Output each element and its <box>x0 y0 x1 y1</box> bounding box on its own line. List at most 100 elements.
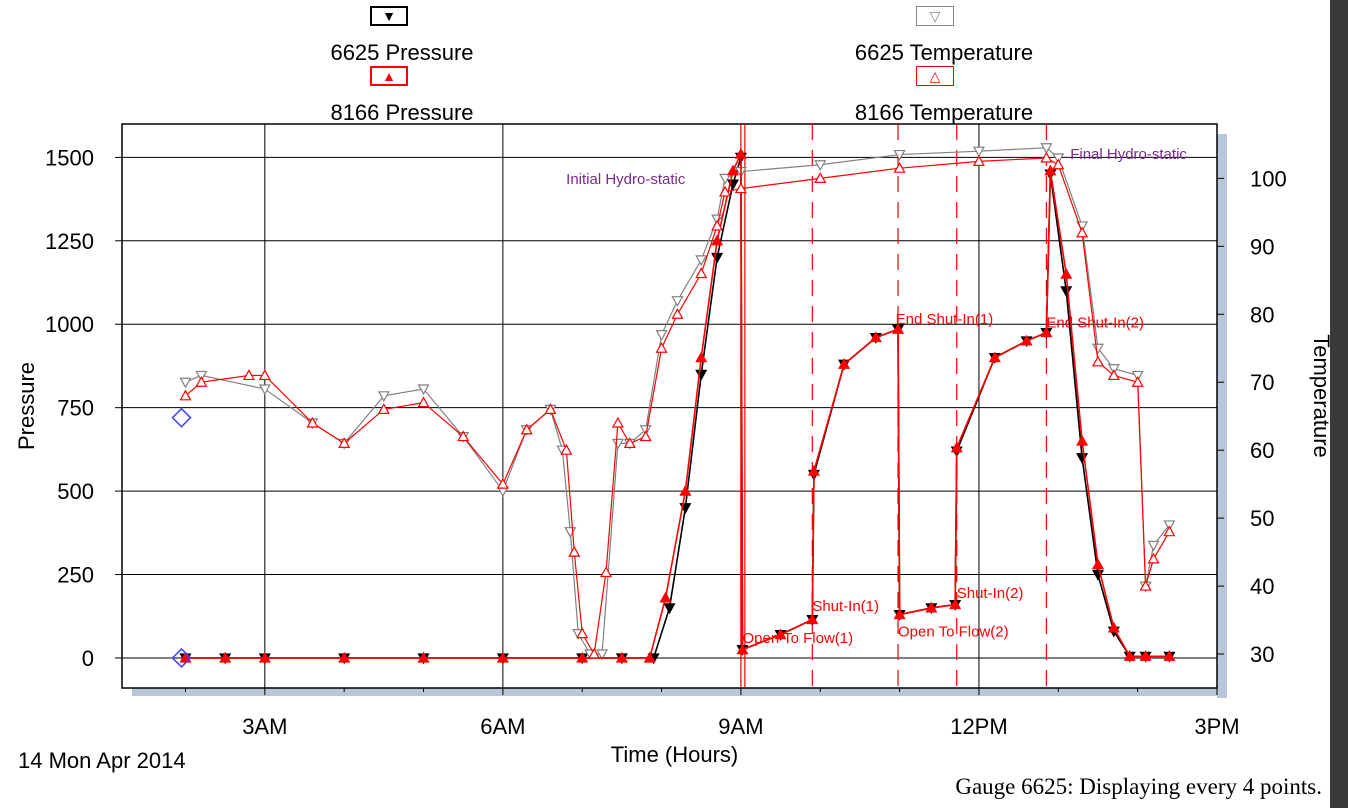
series-2-point-24 <box>949 598 962 610</box>
y-tick-label-3: 750 <box>57 396 94 421</box>
series-3-point-15 <box>588 647 601 659</box>
series-3-point-32 <box>1091 355 1104 367</box>
series-3-point-1 <box>195 375 208 387</box>
series-3-point-11 <box>544 403 557 414</box>
series-2-point-7 <box>615 651 628 663</box>
series-3-point-30 <box>1052 158 1065 170</box>
x-axis-title: Time (Hours) <box>611 742 739 767</box>
series-3-point-7 <box>417 396 430 408</box>
legend-symbol-6625-temperature: ▽ <box>916 6 954 26</box>
series-2-point-14 <box>734 147 747 159</box>
y2-tick-label-4: 70 <box>1250 370 1274 395</box>
y2-tick-label-3: 60 <box>1250 438 1274 463</box>
series-3-point-20 <box>655 342 668 353</box>
legend-label-6625-pressure: 6625 Pressure <box>330 40 474 65</box>
series-3-point-25 <box>734 182 747 194</box>
series-3-point-29 <box>1040 151 1053 163</box>
series-3-point-37 <box>1163 525 1176 537</box>
series-2-point-32 <box>1091 558 1104 570</box>
series-2-point-5 <box>496 651 509 663</box>
y2-tick-label-6: 90 <box>1250 234 1274 259</box>
series-2-point-18 <box>807 464 820 476</box>
series-1-point-2 <box>258 384 271 396</box>
series-2-point-9 <box>659 591 672 603</box>
series-2-point-12 <box>711 234 724 246</box>
series-3-point-27 <box>893 161 906 173</box>
series-2-point-1 <box>219 651 232 663</box>
y-tick-label-4: 1000 <box>45 312 94 337</box>
y-tick-label-0: 0 <box>82 646 94 671</box>
series-3-point-10 <box>520 423 533 435</box>
series-2-point-22 <box>893 608 906 620</box>
legend-symbol-6625-pressure: ▼ <box>370 6 408 26</box>
series-3-point-17 <box>611 416 624 428</box>
series-1-point-0 <box>179 377 192 389</box>
start-marker-0 <box>171 647 192 669</box>
series-1-point-5 <box>377 391 390 403</box>
series-1-point-16 <box>611 438 624 450</box>
series-2-point-8 <box>643 651 656 663</box>
y2-tick-label-7: 100 <box>1250 166 1287 191</box>
legend-label-8166-pressure: 8166 Pressure <box>330 100 474 125</box>
series-3-point-6 <box>377 403 390 414</box>
series-2-point-3 <box>338 651 351 663</box>
series-2-point-30 <box>1060 267 1073 279</box>
series-2-point-31 <box>1076 434 1089 446</box>
series-2-point-33 <box>1107 621 1120 633</box>
series-3-line <box>185 157 1170 656</box>
y-tick-label-2: 500 <box>57 479 94 504</box>
x-tick-label-1: 6AM <box>480 714 525 739</box>
series-1-point-20 <box>671 296 684 307</box>
series-3 <box>179 151 1176 659</box>
series-3-point-9 <box>496 477 509 489</box>
series-3-point-24 <box>719 185 732 197</box>
annotation-1: Final Hydro-static <box>1070 146 1187 163</box>
series-2-point-25 <box>950 441 963 453</box>
annotation-2: End Shut-In(1) <box>896 311 994 328</box>
legend-label-8166-temperature: 8166 Temperature <box>854 100 1034 125</box>
start-marker-1 <box>171 407 192 428</box>
y-tick-label-6: 1500 <box>45 145 94 170</box>
series-3-point-36 <box>1147 552 1160 564</box>
y2-tick-label-2: 50 <box>1250 506 1274 531</box>
plot-area <box>121 123 1218 689</box>
series-3-point-35 <box>1139 579 1152 591</box>
series-3-point-33 <box>1107 369 1120 381</box>
series-2-point-28 <box>1040 326 1053 338</box>
series-2-point-6 <box>576 651 589 663</box>
series-3-point-12 <box>560 443 573 455</box>
series-3-point-22 <box>695 267 708 279</box>
series-1-point-1 <box>195 370 208 382</box>
series-2-point-29 <box>1044 164 1057 176</box>
series-3-point-8 <box>457 430 470 442</box>
series-3-point-2 <box>242 369 255 381</box>
series-2-point-4 <box>417 651 430 663</box>
series-0-point-30 <box>1060 286 1073 298</box>
series-3-point-0 <box>179 389 192 401</box>
x-tick-label-2: 9AM <box>718 714 763 739</box>
series-1-point-32 <box>1107 364 1120 375</box>
series-3-point-31 <box>1076 226 1089 238</box>
x-tick-label-3: 12PM <box>950 714 1007 739</box>
annotation-4: Shut-In(1) <box>812 598 879 615</box>
series-1-point-26 <box>893 149 906 161</box>
y-tick-label-5: 1250 <box>45 229 94 254</box>
annotation-7: Open To Flow(2) <box>898 623 1009 640</box>
series-3-point-28 <box>972 155 985 166</box>
series-1-point-29 <box>1052 153 1065 165</box>
y-tick-label-1: 250 <box>57 563 94 588</box>
legend-label-6625-temperature: 6625 Temperature <box>854 40 1034 65</box>
series-3-point-21 <box>671 308 684 319</box>
series-3-point-18 <box>623 437 636 448</box>
series-2-point-11 <box>695 351 708 363</box>
x-tick-label-0: 3AM <box>242 714 287 739</box>
series-3-point-4 <box>306 416 319 428</box>
date-label: 14 Mon Apr 2014 <box>18 748 186 773</box>
y2-tick-label-5: 80 <box>1250 302 1274 327</box>
series-2-point-27 <box>1020 334 1033 346</box>
y2-tick-label-0: 30 <box>1250 642 1274 667</box>
series-3-point-23 <box>711 219 724 231</box>
series-2-point-19 <box>838 358 851 369</box>
